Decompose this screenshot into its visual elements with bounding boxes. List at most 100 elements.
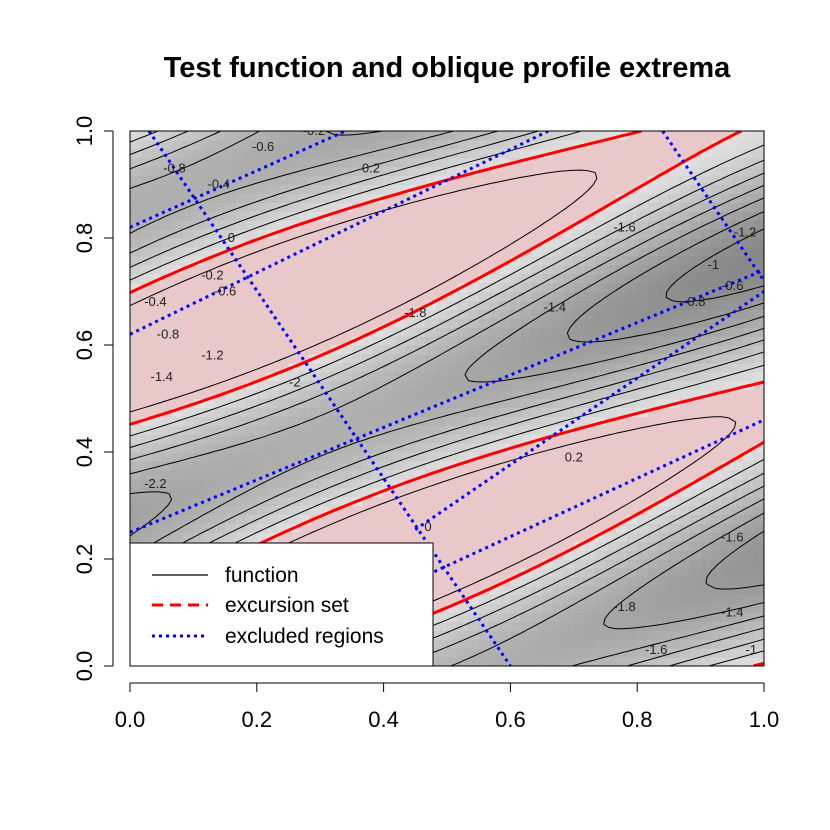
heat-cell (742, 612, 755, 623)
heat-cell (711, 362, 723, 373)
heat-cell (415, 166, 427, 177)
heat-cell (637, 443, 649, 453)
y-tick-label: 0.4 (72, 437, 97, 468)
heat-cell (161, 469, 173, 480)
heat-cell (172, 523, 184, 533)
heat-cell (552, 184, 564, 195)
heat-cell (531, 443, 543, 453)
heat-cell (605, 166, 617, 177)
heat-cell (373, 184, 385, 195)
heat-cell (193, 478, 205, 489)
heat-cell (489, 362, 501, 373)
heat-cell (256, 309, 268, 319)
heat-cell (489, 657, 501, 666)
heat-cell (552, 407, 564, 417)
heat-cell (277, 416, 290, 426)
heat-cell (647, 238, 659, 248)
heat-cell (436, 541, 448, 551)
heat-cell (510, 585, 522, 596)
heat-cell (594, 505, 607, 516)
heat-cell (721, 131, 733, 141)
heat-cell (415, 380, 427, 391)
heat-cell (542, 657, 554, 666)
heat-cell (700, 657, 712, 666)
heat-cell (320, 131, 332, 141)
heat-cell (753, 211, 764, 221)
heat-cell (447, 532, 459, 542)
heat-cell (637, 202, 649, 212)
heat-cell (172, 246, 184, 257)
heat-cell (626, 567, 638, 578)
heat-cell (563, 255, 575, 266)
heat-cell (299, 131, 311, 141)
heat-cell (161, 398, 173, 409)
heat-cell (140, 353, 152, 364)
heat-cell (732, 300, 744, 310)
heat-cell (742, 496, 755, 507)
heat-cell (499, 407, 511, 417)
heat-cell (510, 567, 522, 578)
heat-cell (647, 425, 659, 435)
heat-cell (193, 157, 205, 168)
heat-cell (140, 434, 152, 444)
heat-cell (690, 585, 702, 596)
heat-cell (563, 184, 575, 195)
heat-cell (309, 139, 321, 150)
heat-cell (172, 255, 184, 266)
heat-cell (351, 166, 364, 177)
heat-cell (542, 139, 554, 150)
heat-cell (616, 353, 628, 364)
heat-cell (637, 460, 649, 471)
heat-cell (742, 452, 755, 462)
heat-cell (700, 603, 712, 614)
heat-cell (721, 612, 733, 623)
heat-cell (140, 523, 152, 533)
heat-cell (246, 300, 258, 310)
heat-cell (140, 139, 152, 150)
heat-cell (203, 175, 216, 186)
heat-cell (542, 336, 554, 346)
heat-cell (700, 131, 712, 141)
heat-cell (457, 630, 469, 640)
heat-cell (436, 407, 448, 417)
heat-cell (626, 273, 638, 284)
heat-cell (447, 389, 459, 400)
heat-cell (552, 496, 564, 507)
heat-cell (489, 345, 501, 355)
heat-cell (563, 416, 575, 426)
heat-cell (721, 291, 733, 302)
heat-cell (161, 362, 173, 373)
heat-cell (478, 603, 490, 614)
heat-cell (172, 398, 184, 409)
heat-cell (531, 487, 543, 498)
heat-cell (478, 576, 490, 587)
heat-cell (626, 478, 638, 489)
heat-cell (151, 184, 163, 195)
heat-cell (383, 193, 395, 203)
heat-cell (637, 148, 649, 159)
heat-cell (542, 193, 554, 203)
heat-cell (288, 425, 300, 435)
heat-cell (584, 452, 596, 462)
heat-cell (605, 603, 617, 614)
heat-cell (320, 157, 332, 168)
heat-cell (161, 434, 173, 444)
heat-cell (341, 229, 353, 239)
heat-cell (510, 487, 522, 498)
heat-cell (394, 211, 406, 221)
heat-cell (552, 648, 564, 658)
heat-cell (383, 371, 395, 382)
heat-cell (742, 443, 755, 453)
heat-cell (351, 362, 364, 373)
heat-cell (256, 452, 268, 462)
heat-cell (690, 648, 702, 658)
heat-cell (235, 148, 247, 159)
heat-cell (499, 220, 511, 230)
heat-cell (573, 336, 585, 346)
heat-cell (637, 300, 649, 310)
heat-cell (214, 371, 226, 382)
heat-cell (299, 246, 311, 257)
heat-cell (151, 478, 163, 489)
heat-cell (351, 478, 364, 489)
heat-cell (616, 541, 628, 551)
